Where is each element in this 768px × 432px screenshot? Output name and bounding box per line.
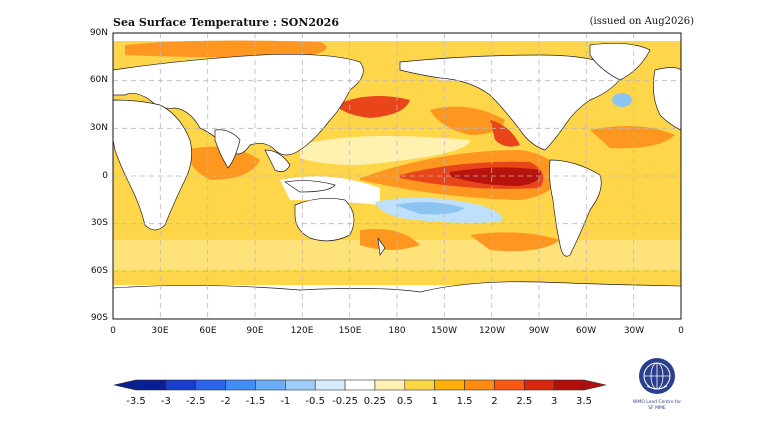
- colorbar: [113, 379, 607, 391]
- lon-label-120w: 120W: [478, 326, 506, 336]
- land-masses: [113, 43, 681, 319]
- neutral-patch-north-pacific: [300, 136, 470, 165]
- logo-line-1: WMO Lead Centre for: [632, 400, 682, 405]
- land-south-america: [549, 159, 602, 257]
- colorbar-swatch: [165, 379, 197, 391]
- lon-label-90w: 90W: [528, 326, 550, 336]
- colorbar-swatch: [255, 379, 286, 391]
- colorbar-swatch: [434, 379, 465, 391]
- land-india: [214, 129, 241, 169]
- land-new-zealand: [377, 237, 386, 256]
- logo-line-2: SF MME: [648, 406, 666, 411]
- colorbar-max-arrow: [583, 379, 607, 391]
- colorbar-swatch: [135, 379, 167, 391]
- wmo-emblem-icon: [639, 358, 675, 394]
- colorbar-label: -1: [280, 396, 291, 407]
- lon-label-30w: 30W: [623, 326, 645, 336]
- lon-label-180: 180: [388, 326, 406, 336]
- map-plot-area: [113, 33, 681, 319]
- colorbar-label: 0.5: [396, 396, 413, 407]
- lon-label-90e: 90E: [246, 326, 264, 336]
- colorbar-swatch: [523, 379, 555, 391]
- colorbar-label: -3.5: [126, 396, 146, 407]
- colorbar-swatch: [225, 379, 256, 391]
- colorbar-label: 3: [550, 396, 558, 407]
- colorbar-swatch: [344, 379, 376, 391]
- lon-label-60e: 60E: [199, 326, 217, 336]
- lon-label-120e: 120E: [290, 326, 314, 336]
- land-africa: [113, 99, 192, 231]
- colorbar-label: 1.5: [456, 396, 473, 407]
- colorbar-swatch: [285, 379, 316, 391]
- warm-blob-california: [490, 120, 520, 147]
- lat-label-0: 0: [102, 171, 108, 181]
- land-europe-west: [653, 67, 681, 131]
- land-greenland: [589, 43, 651, 81]
- colorbar-swatch: [404, 379, 435, 391]
- cool-anomaly-core: [395, 202, 465, 215]
- colorbar-label: -0.25: [332, 396, 358, 407]
- colorbar-label: 0.25: [363, 396, 387, 407]
- colorbar-swatch: [374, 379, 406, 391]
- map-frame: [112, 32, 682, 320]
- land-antarctica: [113, 281, 681, 319]
- enso-hot-core: [450, 167, 541, 186]
- colorbar-label: -2: [220, 396, 231, 407]
- colorbar-label: 2: [491, 396, 498, 407]
- colorbar-swatch: [314, 379, 346, 391]
- lat-label-60s: 60S: [90, 266, 108, 276]
- colorbar-swatch: [553, 379, 585, 391]
- colorbar-label: -2.5: [185, 396, 206, 407]
- lat-label-90n: 90N: [89, 28, 108, 38]
- colorbar-label: 2.5: [516, 396, 533, 407]
- lon-label-30e: 30E: [151, 326, 169, 336]
- warm-blob-south-pacific: [470, 232, 560, 252]
- colorbar-swatch: [494, 379, 525, 391]
- colorbar-swatch: [195, 379, 226, 391]
- colorbar-swatch: [464, 379, 495, 391]
- colorbar-label: -0.5: [305, 396, 325, 407]
- land-north-america: [399, 54, 626, 151]
- colorbar-label: 1: [431, 396, 438, 407]
- lon-label-0-east: 0: [678, 326, 684, 336]
- land-eurasia: [113, 53, 364, 156]
- lat-label-60n: 60N: [89, 75, 108, 85]
- warm-blob-atlantic: [590, 126, 675, 149]
- lon-label-60w: 60W: [575, 326, 597, 336]
- lon-label-150e: 150E: [338, 326, 362, 336]
- lat-label-30n: 30N: [89, 123, 108, 133]
- warm-blob-indian: [185, 146, 260, 180]
- warm-blob-kuroshio: [335, 96, 410, 118]
- warm-blob-arctic: [125, 40, 327, 58]
- issued-date: (issued on Aug2026): [589, 16, 694, 27]
- map-grid: [113, 33, 681, 319]
- lon-label-0: 0: [110, 326, 116, 336]
- colorbar-label: -1.5: [245, 396, 266, 407]
- cool-anomaly-north-atlantic: [612, 93, 632, 107]
- wmo-logo: WMO Lead Centre for SF MME: [622, 356, 692, 412]
- land-indonesia: [284, 180, 336, 193]
- map-title: Sea Surface Temperature : SON2026: [113, 16, 339, 29]
- lat-label-90s: 90S: [90, 313, 108, 323]
- warm-blob-tasman: [360, 229, 420, 250]
- colorbar-label: 3.5: [576, 396, 592, 407]
- colorbar-label: -3: [160, 396, 171, 407]
- land-se-asia: [264, 149, 291, 172]
- lat-label-30s: 30S: [90, 218, 108, 228]
- colorbar-min-arrow: [113, 379, 137, 391]
- lon-label-150w: 150W: [430, 326, 458, 336]
